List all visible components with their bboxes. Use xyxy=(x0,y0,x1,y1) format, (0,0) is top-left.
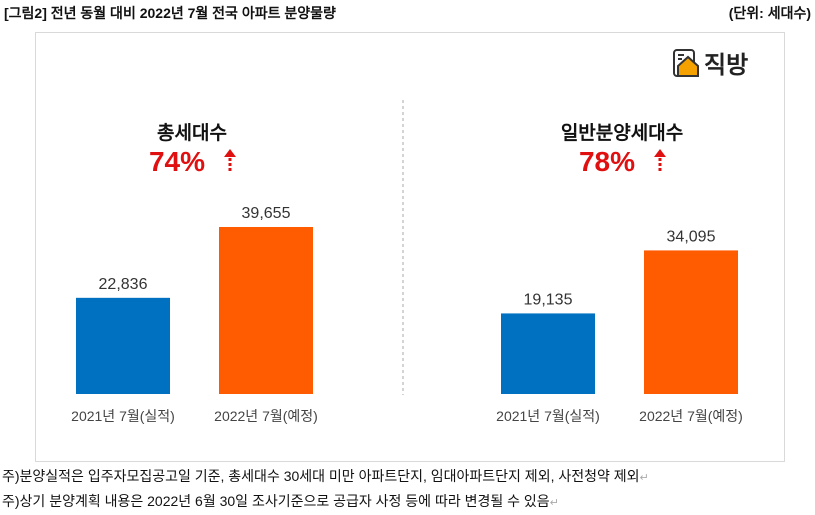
house-logo-icon xyxy=(673,48,699,77)
footnote-text: 주)상기 분양계획 내용은 2022년 6월 30일 조사기준으로 공급자 사정… xyxy=(2,493,550,509)
category-label: 2022년 7월(예정) xyxy=(639,408,743,424)
data-label: 34,095 xyxy=(667,228,716,245)
data-label: 19,135 xyxy=(524,291,573,308)
figure-title: [그림2] 전년 동월 대비 2022년 7월 전국 아파트 분양물량 xyxy=(4,5,336,21)
bar xyxy=(501,313,595,394)
zigbang-logo: 직방 xyxy=(672,45,748,80)
bar xyxy=(76,297,170,394)
panel-title: 일반분양세대수 xyxy=(561,122,683,144)
arrow-head-icon xyxy=(654,149,666,157)
footnote-2: 주)상기 분양계획 내용은 2022년 6월 30일 조사기준으로 공급자 사정… xyxy=(2,493,559,509)
footnote-1: 주)분양실적은 입주자모집공고일 기준, 총세대수 30세대 미만 아파트단지,… xyxy=(2,468,649,484)
bar xyxy=(644,250,738,394)
change-percent: 78% xyxy=(579,146,635,177)
panel-title: 총세대수 xyxy=(157,122,227,144)
footnote-text: 주)분양실적은 입주자모집공고일 기준, 총세대수 30세대 미만 아파트단지,… xyxy=(2,468,640,484)
arrow-head-icon xyxy=(224,149,236,157)
bar xyxy=(219,227,313,394)
data-label: 22,836 xyxy=(99,276,148,293)
unit-label: (단위: 세대수) xyxy=(728,5,811,21)
category-label: 2022년 7월(예정) xyxy=(214,408,318,424)
category-label: 2021년 7월(실적) xyxy=(496,408,600,424)
chart-frame xyxy=(35,32,785,462)
change-percent: 74% xyxy=(149,146,205,177)
data-label: 39,655 xyxy=(242,205,291,222)
category-label: 2021년 7월(실적) xyxy=(71,408,175,424)
logo-text: 직방 xyxy=(704,52,749,79)
